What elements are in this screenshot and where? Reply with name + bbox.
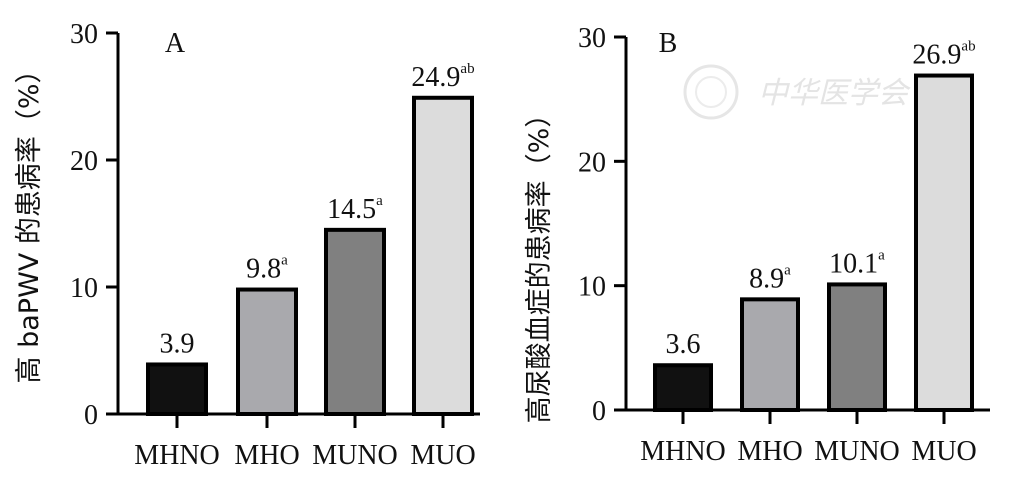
panel-label-b: B <box>659 28 678 59</box>
value-label-a-0: 3.9 <box>160 328 195 359</box>
bar-b-muno <box>827 282 887 413</box>
bar-b-mho <box>740 297 800 412</box>
watermark-seal-icon <box>683 64 739 120</box>
chart-panel-b: 0 10 20 30 MHNO 3.6 MHO 8.9a MUNO 10.1a MUO 26.9ab B… <box>524 23 990 467</box>
y-tick-label-a-10: 10 <box>70 273 98 304</box>
y-tick-label-b-10: 10 <box>578 272 606 303</box>
watermark-text: 中华医学会 <box>758 76 911 111</box>
bar-a-mhno <box>146 362 208 416</box>
category-label-a-muo: MUO <box>410 440 475 471</box>
category-label-b-mhno: MHNO <box>640 436 726 467</box>
bar-b-mhno <box>653 363 713 412</box>
y-tick-label-b-0: 0 <box>592 396 606 427</box>
bar-a-mho <box>236 287 298 417</box>
category-label-b-mho: MHO <box>737 436 802 467</box>
category-label-a-mho: MHO <box>234 440 299 471</box>
bar-a-muno <box>324 227 386 416</box>
value-label-a-2: 14.5a <box>327 193 383 225</box>
category-label-a-mhno: MHNO <box>134 440 220 471</box>
chart-panel-a: 0 10 20 30 MHNO 3.9 MHO 9.8a MUNO 14.5a MUO 24.9ab A… <box>14 19 480 471</box>
watermark: 中华医学会 <box>683 64 911 120</box>
y-tick-label-a-0: 0 <box>84 400 98 431</box>
panel-label-a: A <box>165 28 186 59</box>
bar-a-muo <box>412 95 474 417</box>
value-label-b-1: 8.9a <box>749 262 791 294</box>
y-axis-label-b: 高尿酸血症的患病率（%） <box>524 101 555 424</box>
value-label-b-3: 26.9ab <box>912 39 975 71</box>
value-label-b-0: 3.6 <box>666 329 701 360</box>
y-tick-label-a-30: 30 <box>70 19 98 50</box>
bar-b-muo <box>914 73 974 412</box>
category-label-b-muo: MUO <box>911 436 976 467</box>
watermark-seal-inner-icon <box>695 76 727 108</box>
value-label-a-1: 9.8a <box>246 253 288 285</box>
value-label-b-2: 10.1a <box>829 247 885 279</box>
y-tick-label-a-20: 20 <box>70 146 98 177</box>
y-axis-label-a: 高 baPWV 的患病率（%） <box>14 57 45 384</box>
value-label-a-3: 24.9ab <box>411 61 474 93</box>
y-tick-label-b-30: 30 <box>578 23 606 54</box>
y-tick-label-b-20: 20 <box>578 147 606 178</box>
category-label-a-muno: MUNO <box>312 440 398 471</box>
category-label-b-muno: MUNO <box>814 436 900 467</box>
